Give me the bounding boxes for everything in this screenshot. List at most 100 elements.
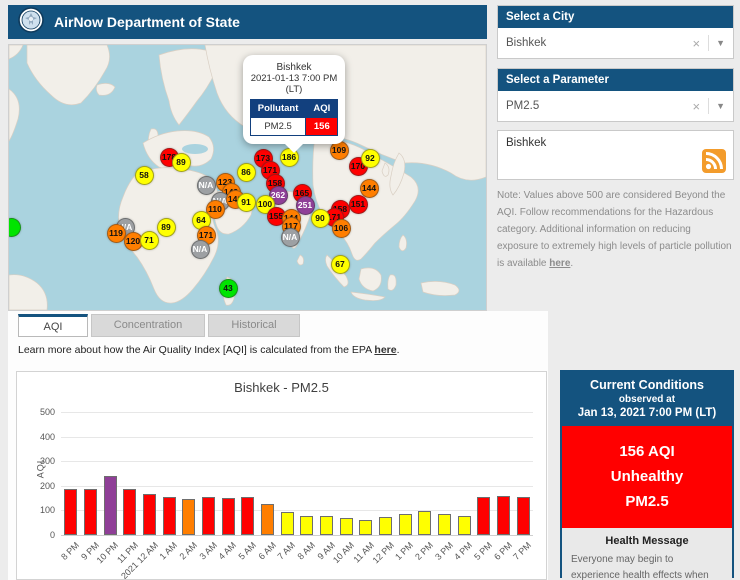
dos-seal-icon bbox=[18, 7, 44, 38]
popup-pollutant-value: PM2.5 bbox=[250, 118, 306, 136]
x-tick-label: 7 AM bbox=[276, 540, 298, 562]
cc-aqi-pollutant: PM2.5 bbox=[568, 490, 726, 515]
chart-bar bbox=[458, 516, 471, 535]
y-tick-label: 500 bbox=[40, 407, 55, 417]
chart-gridline bbox=[61, 535, 533, 536]
popup-city: Bishkek bbox=[247, 62, 341, 73]
epa-learn-more: Learn more about how the Air Quality Ind… bbox=[18, 344, 400, 356]
rss-icon[interactable] bbox=[702, 149, 726, 173]
map-marker[interactable]: 58 bbox=[135, 166, 154, 185]
map-marker[interactable]: 92 bbox=[361, 149, 380, 168]
map-marker[interactable]: N/A bbox=[197, 176, 216, 195]
cc-aqi-block: 156 AQI Unhealthy PM2.5 bbox=[562, 426, 732, 528]
popup-col-pollutant: Pollutant bbox=[250, 100, 306, 118]
app-banner: AirNow Department of State bbox=[8, 5, 487, 39]
chart-bar bbox=[517, 497, 530, 535]
parameter-select[interactable]: PM2.5 × ▼ bbox=[498, 91, 733, 121]
chart-gridline bbox=[61, 486, 533, 487]
popup-datetime: 2021-01-13 7:00 PM bbox=[247, 73, 341, 84]
map-marker[interactable]: 151 bbox=[349, 195, 368, 214]
epa-here-link[interactable]: here bbox=[374, 344, 396, 356]
map-marker[interactable]: 43 bbox=[219, 279, 238, 298]
cc-health-text: Everyone may begin to experience health … bbox=[571, 552, 723, 580]
cc-datetime: Jan 13, 2021 7:00 PM (LT) bbox=[566, 407, 728, 419]
chart-bar bbox=[438, 514, 451, 535]
map-marker[interactable]: 144 bbox=[360, 179, 379, 198]
epa-text-end: . bbox=[397, 344, 400, 356]
map-marker[interactable]: 106 bbox=[332, 219, 351, 238]
map-marker[interactable]: N/A bbox=[281, 228, 300, 247]
tab-concentration[interactable]: Concentration bbox=[91, 314, 205, 337]
rss-feed-box: Bishkek bbox=[497, 130, 734, 180]
current-conditions-panel: Current Conditions observed at Jan 13, 2… bbox=[560, 370, 734, 578]
x-tick-label: 10 AM bbox=[331, 540, 356, 565]
x-tick-label: 8 AM bbox=[295, 540, 317, 562]
map-marker[interactable]: 89 bbox=[172, 153, 191, 172]
chart-bar bbox=[123, 489, 136, 535]
map-marker[interactable]: 71 bbox=[140, 231, 159, 250]
chart-bar bbox=[497, 496, 510, 535]
chart-bar bbox=[359, 520, 372, 535]
world-aqi-map[interactable]: 5817889N/A123149N/A141911106489171N/AN/A… bbox=[8, 44, 487, 311]
chart-bar bbox=[84, 489, 97, 535]
popup-timezone: (LT) bbox=[247, 84, 341, 95]
map-marker[interactable] bbox=[8, 218, 21, 237]
beyond-aqi-note: Note: Values above 500 are considered Be… bbox=[497, 187, 734, 272]
chart-gridline bbox=[61, 412, 533, 413]
y-tick-label: 0 bbox=[50, 530, 55, 540]
chart-plot bbox=[61, 412, 533, 535]
y-tick-label: 400 bbox=[40, 432, 55, 442]
tab-aqi[interactable]: AQI bbox=[18, 314, 88, 337]
x-tick-label: 5 PM bbox=[472, 540, 494, 562]
city-selector-widget: Select a City Bishkek × ▼ bbox=[497, 5, 734, 59]
chart-bar bbox=[261, 504, 274, 535]
chart-bar bbox=[379, 517, 392, 535]
x-tick-label: 12 PM bbox=[370, 540, 395, 565]
map-marker[interactable]: 119 bbox=[107, 224, 126, 243]
y-tick-label: 200 bbox=[40, 481, 55, 491]
popup-table: Pollutant AQI PM2.5 156 bbox=[250, 99, 339, 136]
map-marker[interactable]: 91 bbox=[237, 193, 256, 212]
chart-bar bbox=[399, 514, 412, 535]
note-here-link[interactable]: here bbox=[549, 258, 570, 269]
rss-city-label: Bishkek bbox=[506, 137, 725, 149]
parameter-dropdown-caret-icon[interactable]: ▼ bbox=[716, 101, 725, 111]
note-text: Note: Values above 500 are considered Be… bbox=[497, 190, 732, 269]
x-tick-label: 3 AM bbox=[197, 540, 219, 562]
map-marker[interactable]: 89 bbox=[157, 218, 176, 237]
x-tick-label: 4 PM bbox=[452, 540, 474, 562]
clear-city-icon[interactable]: × bbox=[692, 36, 700, 51]
y-tick-label: 300 bbox=[40, 456, 55, 466]
cc-title: Current Conditions bbox=[566, 378, 728, 392]
chart-title: Bishkek - PM2.5 bbox=[17, 380, 546, 395]
chart-bar bbox=[202, 497, 215, 535]
note-text-end: . bbox=[570, 258, 573, 269]
view-tabs: AQI Concentration Historical bbox=[18, 314, 300, 337]
map-popup: Bishkek 2021-01-13 7:00 PM (LT) Pollutan… bbox=[243, 55, 345, 144]
aqi-chart-panel: Bishkek - PM2.5 AQI 0100200300400500 8 P… bbox=[16, 371, 547, 580]
chart-y-tick-labels: 0100200300400500 bbox=[21, 412, 57, 535]
map-marker[interactable]: 67 bbox=[331, 255, 350, 274]
chart-bar bbox=[143, 494, 156, 535]
x-tick-label: 8 PM bbox=[59, 540, 81, 562]
city-select-value: Bishkek bbox=[506, 37, 546, 49]
city-dropdown-caret-icon[interactable]: ▼ bbox=[716, 38, 725, 48]
x-tick-label: 6 AM bbox=[256, 540, 278, 562]
x-tick-label: 6 PM bbox=[492, 540, 514, 562]
tab-historical[interactable]: Historical bbox=[208, 314, 300, 337]
cc-aqi-category: Unhealthy bbox=[568, 465, 726, 490]
clear-parameter-icon[interactable]: × bbox=[692, 99, 700, 114]
x-tick-label: 1 AM bbox=[158, 540, 180, 562]
x-tick-label: 4 AM bbox=[217, 540, 239, 562]
map-marker[interactable]: 86 bbox=[237, 163, 256, 182]
city-select[interactable]: Bishkek × ▼ bbox=[498, 28, 733, 58]
map-marker[interactable]: N/A bbox=[191, 240, 210, 259]
city-selector-header: Select a City bbox=[498, 6, 733, 28]
chart-bar bbox=[222, 498, 235, 535]
chart-bar bbox=[340, 518, 353, 535]
chart-bar bbox=[300, 516, 313, 535]
chart-bar bbox=[104, 476, 117, 535]
chart-x-tick-labels: 8 PM9 PM10 PM11 PMJan 13, 2021 12 AM1 AM… bbox=[61, 540, 533, 580]
popup-aqi-value: 156 bbox=[306, 118, 338, 136]
map-marker[interactable]: 90 bbox=[311, 209, 330, 228]
